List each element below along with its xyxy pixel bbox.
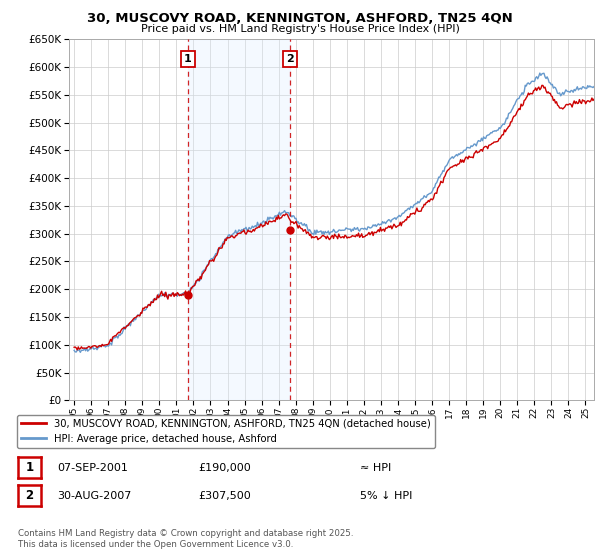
Text: 30, MUSCOVY ROAD, KENNINGTON, ASHFORD, TN25 4QN: 30, MUSCOVY ROAD, KENNINGTON, ASHFORD, T… (87, 12, 513, 25)
Text: 07-SEP-2001: 07-SEP-2001 (57, 463, 128, 473)
Text: ≈ HPI: ≈ HPI (360, 463, 391, 473)
Text: £190,000: £190,000 (198, 463, 251, 473)
Text: 1: 1 (25, 461, 34, 474)
Text: 1: 1 (184, 54, 192, 64)
Text: Price paid vs. HM Land Registry's House Price Index (HPI): Price paid vs. HM Land Registry's House … (140, 24, 460, 34)
Bar (188, 39, 290, 400)
Text: Contains HM Land Registry data © Crown copyright and database right 2025.
This d: Contains HM Land Registry data © Crown c… (18, 529, 353, 549)
Text: 5% ↓ HPI: 5% ↓ HPI (360, 491, 412, 501)
Text: 2: 2 (25, 489, 34, 502)
Text: £307,500: £307,500 (198, 491, 251, 501)
Text: 2: 2 (286, 54, 294, 64)
Legend: 30, MUSCOVY ROAD, KENNINGTON, ASHFORD, TN25 4QN (detached house), HPI: Average p: 30, MUSCOVY ROAD, KENNINGTON, ASHFORD, T… (17, 415, 435, 448)
Text: 30-AUG-2007: 30-AUG-2007 (57, 491, 131, 501)
